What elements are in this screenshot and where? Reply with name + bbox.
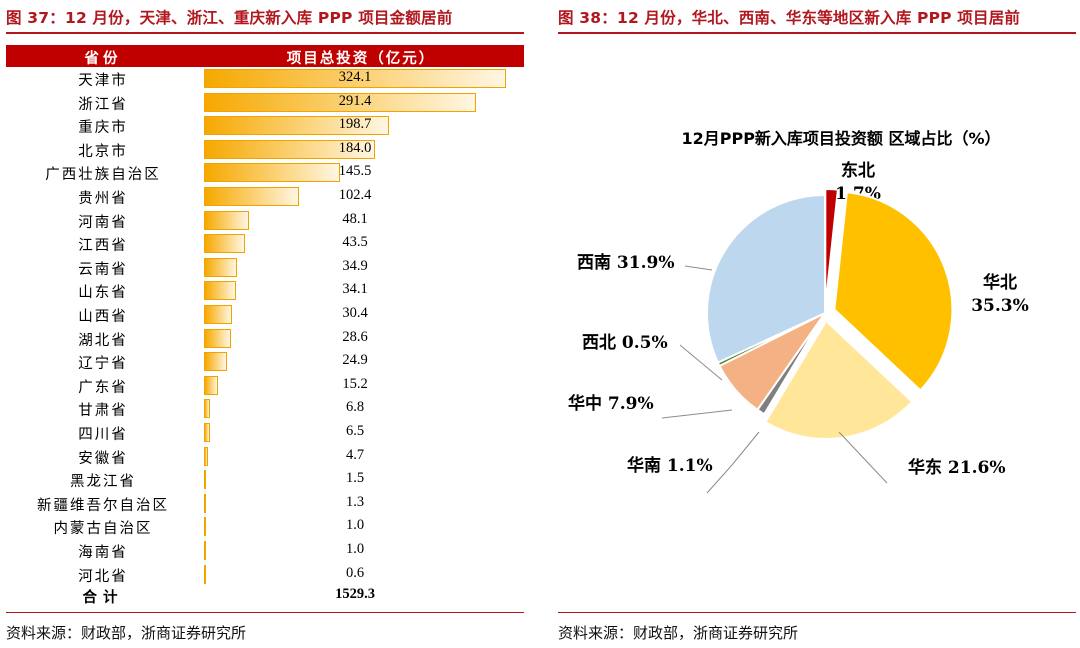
province-label: 安徽省	[6, 447, 200, 468]
table-row: 云南省 34.9	[6, 256, 524, 280]
figure-37-title: 图 37：12 月份，天津、浙江、重庆新入库 PPP 项目金额居前	[6, 6, 526, 28]
table-row: 江西省 43.5	[6, 232, 524, 256]
table-row: 内蒙古自治区 1.0	[6, 515, 524, 539]
province-label: 广西壮族自治区	[6, 163, 200, 184]
province-label: 四川省	[6, 423, 200, 444]
left-panel: 图 37：12 月份，天津、浙江、重庆新入库 PPP 项目金额居前 省份 项目总…	[0, 0, 528, 648]
pie-leader-line	[685, 266, 712, 270]
table-row: 浙江省 291.4	[6, 91, 524, 115]
pie-slice-label: 华中 7.9%	[568, 393, 654, 414]
province-label: 北京市	[6, 140, 200, 161]
province-label: 河北省	[6, 565, 200, 586]
investment-value: 102.4	[204, 187, 506, 204]
province-label: 甘肃省	[6, 399, 200, 420]
province-label: 内蒙古自治区	[6, 517, 200, 538]
investment-value: 324.1	[204, 69, 506, 86]
source-note: 资料来源：财政部，浙商证券研究所	[558, 622, 798, 643]
investment-value: 43.5	[204, 234, 506, 251]
pie-leader-line	[707, 432, 759, 493]
table-row: 新疆维吾尔自治区 1.3	[6, 492, 524, 516]
pie-slice-label: 华北 35.3%	[971, 272, 1029, 316]
table-row: 北京市 184.0	[6, 138, 524, 162]
table-row: 重庆市 198.7	[6, 114, 524, 138]
table-row: 广东省 15.2	[6, 374, 524, 398]
table-row: 天津市 324.1	[6, 67, 524, 91]
investment-value: 1.3	[204, 494, 506, 511]
figure-38-title: 图 38：12 月份，华北、西南、华东等地区新入库 PPP 项目居前	[558, 6, 1078, 28]
pie-slice-label: 华东 21.6%	[908, 457, 1005, 478]
investment-value: 28.6	[204, 329, 506, 346]
province-label: 天津市	[6, 69, 200, 90]
header-investment: 项目总投资（亿元）	[210, 47, 512, 68]
province-label: 山西省	[6, 305, 200, 326]
table-row: 甘肃省 6.8	[6, 397, 524, 421]
pie-slice-label: 华南 1.1%	[627, 455, 713, 476]
investment-value: 15.2	[204, 376, 506, 393]
total-row: 合计 1529.3	[6, 586, 524, 608]
province-label: 浙江省	[6, 93, 200, 114]
province-label: 海南省	[6, 541, 200, 562]
table-row: 河北省 0.6	[6, 563, 524, 587]
investment-value: 291.4	[204, 93, 506, 110]
investment-value: 184.0	[204, 140, 506, 157]
table-row: 海南省 1.0	[6, 539, 524, 563]
table-row: 山西省 30.4	[6, 303, 524, 327]
table-header: 省份 项目总投资（亿元）	[6, 45, 524, 67]
pie-slice-label: 西南 31.9%	[577, 252, 674, 273]
province-label: 黑龙江省	[6, 470, 200, 491]
investment-value: 30.4	[204, 305, 506, 322]
source-note: 资料来源：财政部，浙商证券研究所	[6, 622, 246, 643]
pie-leader-line	[662, 410, 732, 418]
investment-value: 34.1	[204, 281, 506, 298]
title-rule	[6, 32, 524, 34]
table-row: 山东省 34.1	[6, 279, 524, 303]
province-label: 重庆市	[6, 116, 200, 137]
table-row: 四川省 6.5	[6, 421, 524, 445]
investment-value: 1.5	[204, 470, 506, 487]
province-label: 江西省	[6, 234, 200, 255]
investment-value: 6.8	[204, 399, 506, 416]
total-value: 1529.3	[204, 586, 506, 603]
investment-value: 34.9	[204, 258, 506, 275]
right-panel: 图 38：12 月份，华北、西南、华东等地区新入库 PPP 项目居前 12月PP…	[552, 0, 1080, 648]
investment-value: 0.6	[204, 565, 506, 582]
investment-value: 145.5	[204, 163, 506, 180]
province-label: 辽宁省	[6, 352, 200, 373]
table-row: 贵州省 102.4	[6, 185, 524, 209]
pie-leader-line	[839, 432, 887, 483]
investment-value: 198.7	[204, 116, 506, 133]
province-label: 贵州省	[6, 187, 200, 208]
investment-value: 4.7	[204, 447, 506, 464]
investment-value: 24.9	[204, 352, 506, 369]
investment-value: 48.1	[204, 211, 506, 228]
investment-value: 6.5	[204, 423, 506, 440]
pie-slice-label: 西北 0.5%	[582, 333, 668, 353]
pie-title: 12月PPP新入库项目投资额 区域占比（%）	[681, 129, 1000, 148]
province-label: 湖北省	[6, 329, 200, 350]
table-row: 河南省 48.1	[6, 209, 524, 233]
investment-value: 1.0	[204, 541, 506, 558]
province-label: 新疆维吾尔自治区	[6, 494, 200, 515]
table-row: 广西壮族自治区 145.5	[6, 161, 524, 185]
province-label: 山东省	[6, 281, 200, 302]
investment-value: 1.0	[204, 517, 506, 534]
province-label: 广东省	[6, 376, 200, 397]
footer-rule	[6, 612, 524, 613]
title-rule	[558, 32, 1076, 34]
province-label: 云南省	[6, 258, 200, 279]
header-province: 省份	[6, 47, 200, 68]
table-row: 黑龙江省 1.5	[6, 468, 524, 492]
table-row: 安徽省 4.7	[6, 445, 524, 469]
table-row: 湖北省 28.6	[6, 327, 524, 351]
footer-rule	[558, 612, 1076, 613]
province-label: 河南省	[6, 211, 200, 232]
total-label: 合计	[6, 586, 200, 607]
table-row: 辽宁省 24.9	[6, 350, 524, 374]
